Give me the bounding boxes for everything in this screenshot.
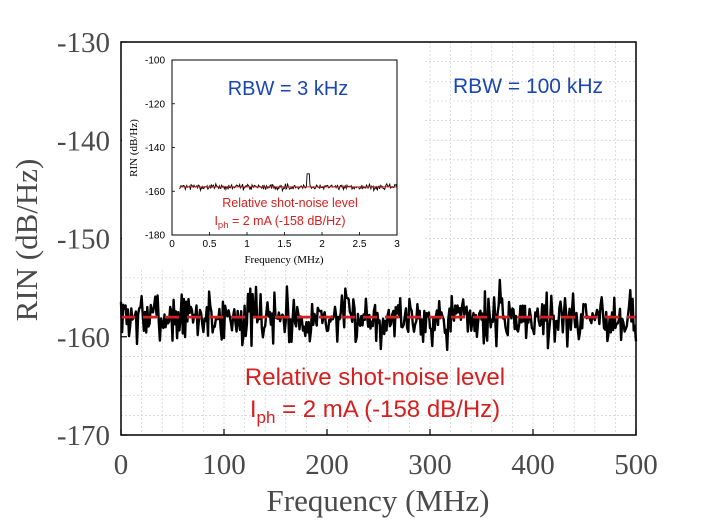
inset-y-tick-label: -120 bbox=[145, 99, 165, 110]
inset-x-tick-label: 3 bbox=[394, 239, 400, 250]
inset-y-tick-label: -100 bbox=[145, 56, 165, 67]
inset-x-axis-label: Frequency (MHz) bbox=[244, 254, 323, 266]
main-noise-trace bbox=[119, 278, 638, 352]
main-tick-group: 0 100 200 300 400 500 -130 -140 -150 -160 -170 bbox=[57, 27, 658, 481]
inset-x-tick-label: 0.5 bbox=[203, 239, 217, 250]
main-x-tick-label: 200 bbox=[305, 449, 349, 481]
main-y-tick-label: -130 bbox=[57, 27, 110, 59]
inset-y-tick-label: -140 bbox=[145, 143, 165, 154]
inset-x-tick-label: 1 bbox=[244, 239, 250, 250]
main-photocurrent-prefix: I bbox=[250, 396, 257, 423]
inset-tick-group: 0 0.5 1 1.5 2 2.5 3 -100 -120 -140 -160 -180 bbox=[145, 56, 400, 251]
main-rbw-label: RBW = 100 kHz bbox=[453, 75, 603, 98]
inset-background bbox=[122, 43, 423, 268]
main-x-tick-label: 0 bbox=[114, 449, 129, 481]
main-y-tick-label: -150 bbox=[57, 224, 110, 256]
inset-series-group bbox=[179, 173, 398, 193]
inset-shot-noise-label: Relative shot-noise level bbox=[222, 196, 358, 210]
main-series-group bbox=[119, 278, 638, 352]
main-y-axis-label: RIN (dB/Hz) bbox=[9, 159, 44, 322]
main-x-tick-label: 300 bbox=[408, 449, 452, 481]
main-y-tick-label: -160 bbox=[57, 322, 110, 354]
inset-photocurrent-label: Iph = 2 mA (-158 dB/Hz) bbox=[214, 214, 345, 231]
main-photocurrent-subscript: ph bbox=[256, 408, 275, 427]
inset-y-tick-label: -180 bbox=[145, 231, 165, 242]
inset-y-tick-label: -160 bbox=[145, 187, 165, 198]
main-x-tick-label: 400 bbox=[511, 449, 555, 481]
main-photocurrent-label: Iph = 2 mA (-158 dB/Hz) bbox=[250, 396, 500, 427]
inset-x-tick-label: 1.5 bbox=[278, 239, 292, 250]
main-shot-noise-label: Relative shot-noise level bbox=[245, 364, 505, 391]
main-y-tick-label: -140 bbox=[57, 125, 110, 157]
inset-panel: 0 0.5 1 1.5 2 2.5 3 -100 -120 -140 -160 -180 Freque… bbox=[122, 43, 423, 268]
inset-x-tick-label: 2 bbox=[319, 239, 325, 250]
inset-photocurrent-subscript: ph bbox=[218, 220, 229, 231]
inset-rbw-label: RBW = 3 kHz bbox=[228, 78, 349, 100]
inset-y-axis-label: RIN (dB/Hz) bbox=[128, 119, 140, 177]
inset-x-tick-label: 0 bbox=[169, 239, 175, 250]
inset-x-tick-label: 2.5 bbox=[353, 239, 367, 250]
main-y-tick-label: -170 bbox=[57, 420, 110, 452]
main-x-axis-label: Frequency (MHz) bbox=[267, 483, 490, 518]
main-x-tick-label: 100 bbox=[202, 449, 246, 481]
main-x-tick-label: 500 bbox=[614, 449, 658, 481]
inset-photocurrent-prefix: I bbox=[214, 214, 217, 228]
main-photocurrent-suffix: = 2 mA (-158 dB/Hz) bbox=[275, 396, 500, 423]
inset-photocurrent-suffix: = 2 mA (-158 dB/Hz) bbox=[229, 214, 346, 228]
